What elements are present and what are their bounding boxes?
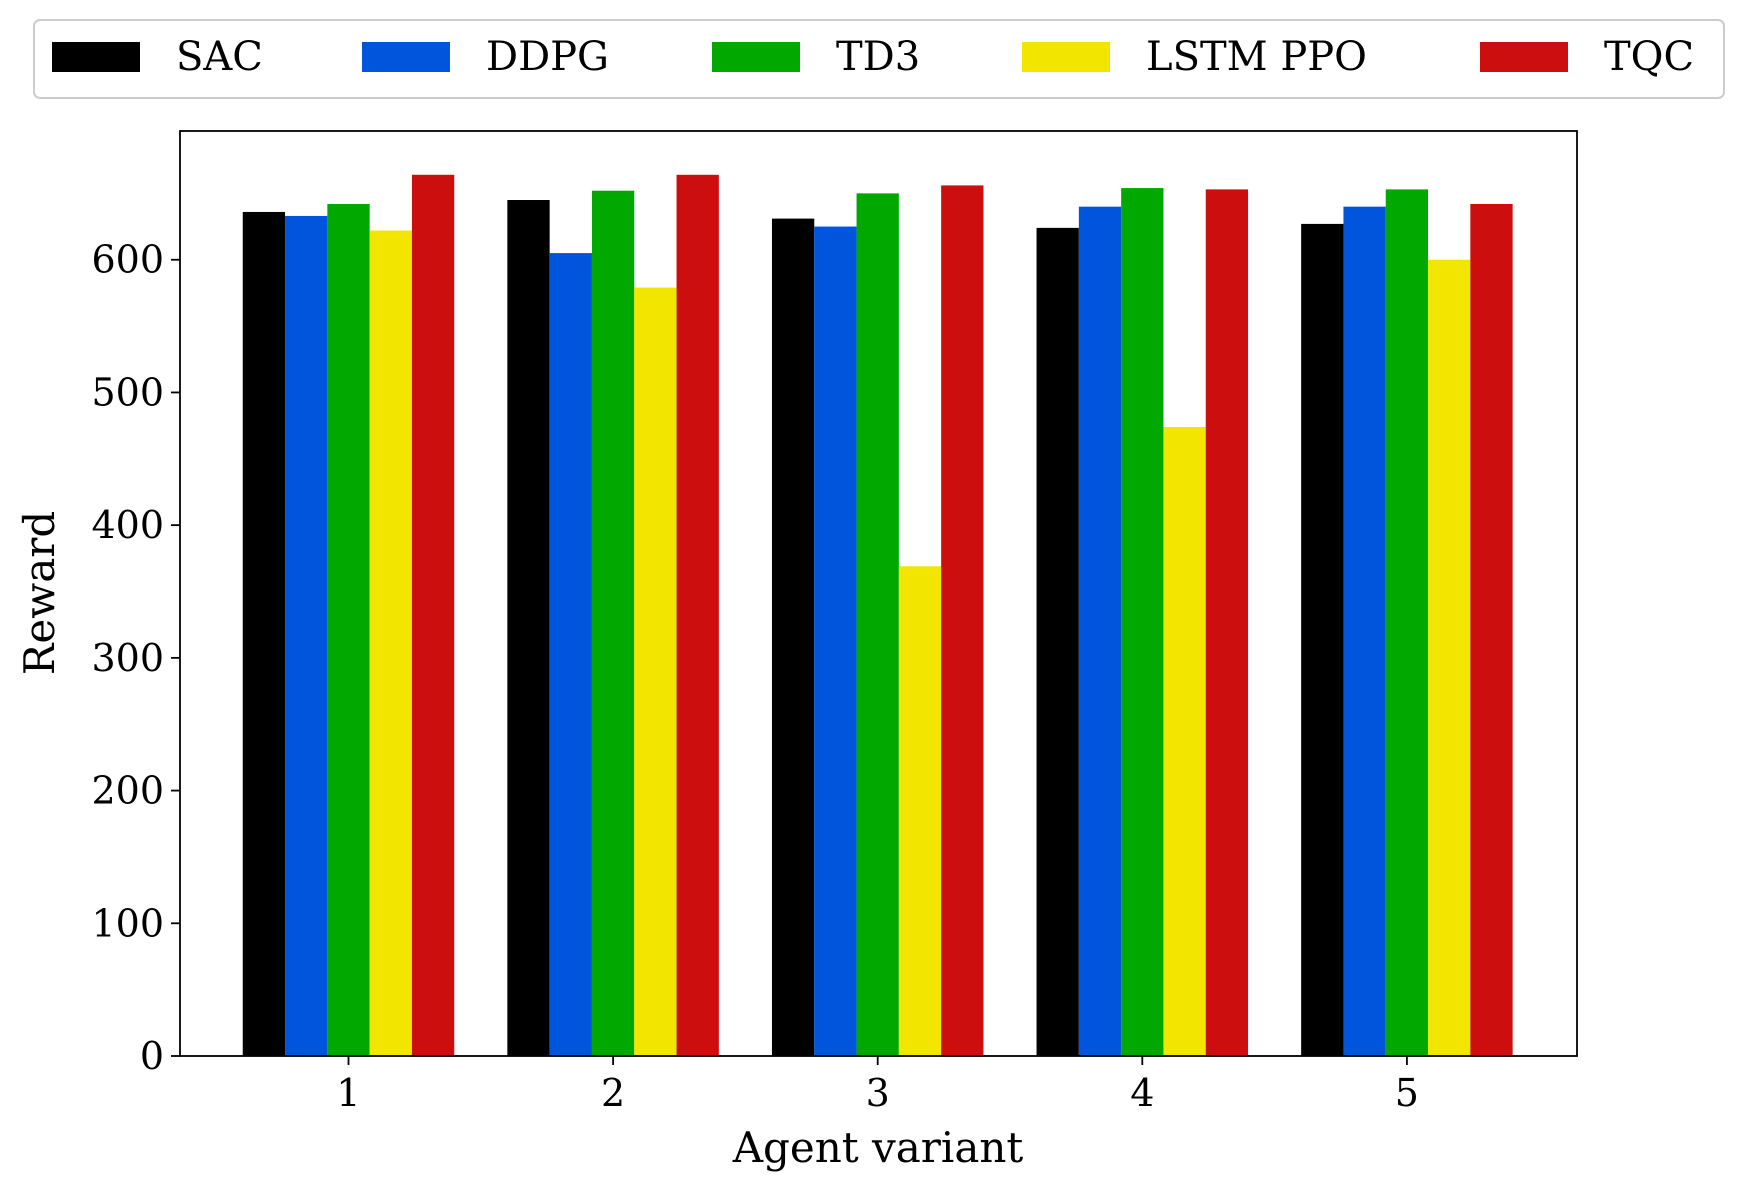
y-tick-label: 100 <box>91 901 164 945</box>
bar-lstm-ppo-1 <box>369 230 412 1056</box>
bar-sac-3 <box>771 218 815 1057</box>
x-axis-label: Agent variant <box>732 1123 1024 1172</box>
bar-sac-5 <box>1301 223 1344 1056</box>
legend: SAC DDPG TD3 LSTM PPO TQC <box>33 19 1725 99</box>
bar-lstm-ppo-4 <box>1163 426 1206 1056</box>
bars <box>242 174 1513 1057</box>
bar-td3-2 <box>591 190 635 1057</box>
bar-lstm-ppo-5 <box>1428 259 1471 1057</box>
y-tick-label: 400 <box>91 503 164 547</box>
y-tick-label: 500 <box>91 370 164 414</box>
y-tick-label: 0 <box>140 1034 164 1078</box>
x-axis: 1 2 3 4 5 <box>336 1056 1419 1115</box>
y-tick-label: 300 <box>91 636 164 680</box>
bar-ddpg-5 <box>1343 206 1386 1056</box>
y-axis: 0 100 200 300 400 500 600 <box>91 238 180 1078</box>
legend-label-lstm-ppo: LSTM PPO <box>1146 34 1367 80</box>
bar-sac-2 <box>507 200 550 1056</box>
bar-ddpg-3 <box>814 226 857 1057</box>
x-tick-label: 2 <box>601 1071 625 1115</box>
legend-label-ddpg: DDPG <box>486 34 609 80</box>
bar-tqc-3 <box>941 185 984 1056</box>
bar-td3-3 <box>856 193 899 1056</box>
legend-swatch-ddpg <box>362 42 450 72</box>
bar-td3-1 <box>327 203 370 1057</box>
y-axis-label: Reward <box>15 511 64 675</box>
y-tick-label: 200 <box>91 769 164 813</box>
legend-label-sac: SAC <box>176 34 263 80</box>
bar-td3-4 <box>1121 188 1164 1056</box>
x-tick-label: 1 <box>336 1071 360 1115</box>
bar-ddpg-1 <box>285 215 328 1056</box>
bar-tqc-1 <box>411 174 455 1057</box>
bar-ddpg-4 <box>1078 206 1122 1056</box>
legend-swatch-tqc <box>1480 42 1568 72</box>
legend-frame <box>33 19 1725 99</box>
legend-swatch-sac <box>52 42 140 72</box>
bar-lstm-ppo-3 <box>898 566 942 1056</box>
x-tick-label: 4 <box>1130 1071 1154 1115</box>
bar-td3-5 <box>1385 189 1429 1056</box>
bar-tqc-4 <box>1205 189 1249 1056</box>
y-tick-label: 600 <box>91 238 164 282</box>
x-tick-label: 5 <box>1395 1071 1419 1115</box>
bar-lstm-ppo-2 <box>634 287 677 1057</box>
legend-label-td3: TD3 <box>836 34 920 80</box>
bar-sac-4 <box>1036 227 1079 1056</box>
x-tick-label: 3 <box>866 1071 890 1115</box>
legend-swatch-td3 <box>712 42 800 72</box>
legend-label-tqc: TQC <box>1604 34 1694 80</box>
bar-sac-1 <box>242 211 286 1056</box>
bar-tqc-5 <box>1470 203 1513 1057</box>
legend-swatch-lstm-ppo <box>1022 42 1110 72</box>
bar-ddpg-2 <box>549 253 592 1057</box>
bar-tqc-2 <box>676 174 719 1057</box>
